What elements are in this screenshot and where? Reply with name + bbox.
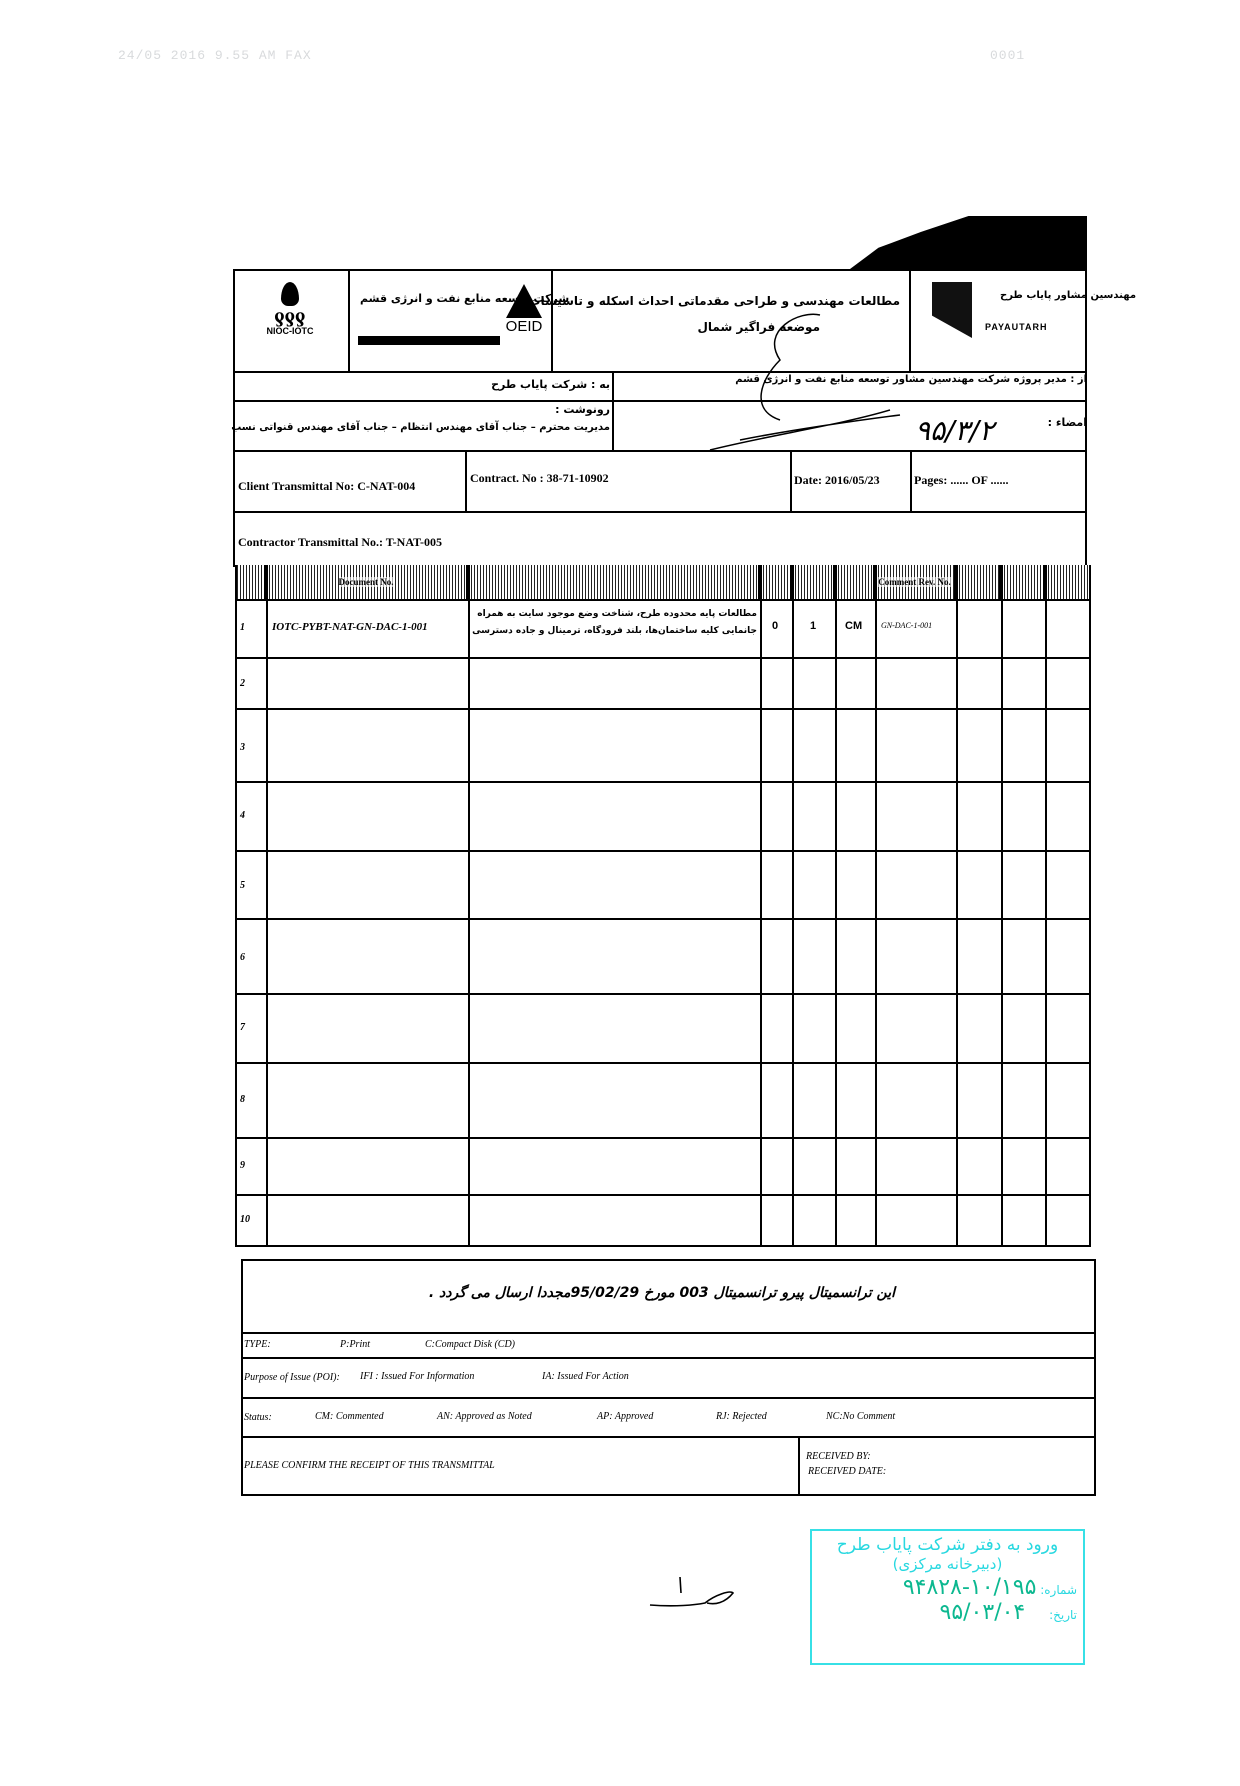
row-number: 7 [240, 1022, 245, 1033]
poi-label: Purpose of Issue (POI): [244, 1372, 340, 1383]
status-rj: RJ: Rejected [716, 1411, 767, 1422]
handwritten-initial [649, 1576, 735, 1607]
status-label: Status: [244, 1412, 272, 1423]
row-number: 1 [240, 622, 245, 633]
documents-table [235, 565, 1091, 1247]
col-header-rev [760, 565, 792, 599]
received-stamp: ورود به دفتر شرکت پایاب طرح (دبیرخانه مر… [810, 1529, 1085, 1665]
row-number: 6 [240, 952, 245, 963]
row-number: 10 [240, 1214, 250, 1225]
poi-ifi: IFI : Issued For Information [360, 1371, 475, 1382]
from-field: از : مدیر پروژه شرکت مهندسین مشاور توسعه… [735, 374, 1087, 385]
col-header-8 [956, 565, 1001, 599]
row-number: 3 [240, 742, 245, 753]
project-title-line2: موضعه فراگیر شمال [697, 320, 821, 334]
stamp-number-label: شماره: [1040, 1583, 1077, 1597]
signature-date: ۹۵/۳/۲ [915, 414, 995, 447]
project-title-line1: مطالعات مهندسی و طراحی مقدماتی احداث اسک… [528, 294, 900, 308]
to-field: به : شرکت پایاب طرح [491, 378, 610, 391]
col-header-comment-rev: Comment Rev. No. [875, 565, 956, 599]
client-transmittal-no: Client Transmittal No: C-NAT-004 [238, 479, 416, 493]
oeid-logo: OEID [503, 284, 545, 335]
copies: 1 [810, 620, 817, 632]
col-header-10 [1045, 565, 1089, 599]
status-ap: AP: Approved [597, 1411, 654, 1422]
revision: 0 [772, 620, 779, 632]
oeid-black-strip [358, 336, 500, 345]
contract-no: Contract. No : 38-71-10902 [470, 471, 609, 485]
payatarh-logo: PAYAUTARH [985, 322, 1048, 332]
document-number: IOTC-PYBT-NAT-GN-DAC-1-001 [272, 621, 428, 633]
status-nc: NC:No Comment [826, 1411, 896, 1422]
signature-label: امضاء : [1047, 416, 1087, 429]
row-number: 9 [240, 1160, 245, 1171]
nioc-logo: ƍƍƍ NIOC-IOTC [255, 282, 325, 336]
stamp-date: ۹۵/۰۳/۰۴ [939, 1600, 1026, 1625]
received-by: RECEIVED BY: [806, 1451, 871, 1462]
row-number: 8 [240, 1094, 245, 1105]
pages-count: Pages: ...... OF ...... [914, 473, 1009, 487]
col-header-status [835, 565, 875, 599]
row-number: 4 [240, 810, 245, 821]
type-print: P:Print [340, 1339, 370, 1350]
transmittal-date: Date: 2016/05/23 [794, 473, 880, 487]
fax-header-page: 0001 [990, 48, 1026, 63]
stamp-subtitle: (دبیرخانه مرکزی) [892, 1555, 1003, 1573]
footer-box [241, 1259, 1096, 1496]
col-header-document-no: Document No. [266, 565, 468, 599]
confirm-receipt: PLEASE CONFIRM THE RECEIPT OF THIS TRANS… [244, 1460, 495, 1471]
col-header-no [237, 565, 266, 599]
row-number: 2 [240, 678, 245, 689]
transmittal-note: این ترانسمیتال پیرو ترانسمیتال 003 مورخ … [428, 1285, 895, 1301]
cc-label: رونوشت : [555, 403, 610, 416]
cc-value: مدیریت محترم – جناب آقای مهندس انتظام – … [231, 422, 610, 433]
payatarh-logo-fa: مهندسین مشاور پایاب طرح [1000, 290, 1137, 301]
document-title: مطالعات پایه محدوده طرح، شناخت وضع موجود… [472, 609, 757, 636]
status-code: CM [845, 620, 863, 632]
type-cd: C:Compact Disk (CD) [425, 1339, 515, 1350]
col-header-9 [1001, 565, 1045, 599]
col-header-copies [792, 565, 835, 599]
comment-rev: GN-DAC-1-001 [881, 621, 933, 630]
stamp-title: ورود به دفتر شرکت پایاب طرح [836, 1535, 1059, 1555]
contractor-transmittal-no: Contractor Transmittal No.: T-NAT-005 [238, 535, 442, 549]
poi-ia: IA: Issued For Action [542, 1371, 629, 1382]
scan-black-bar [850, 216, 1087, 269]
type-label: TYPE: [244, 1339, 271, 1350]
stamp-number: ۱۰/۱۹۵-۹۴۸۲۸ [902, 1575, 1037, 1600]
stamp-date-label: تاریخ: [1049, 1608, 1077, 1622]
col-header-title [468, 565, 760, 599]
status-cm: CM: Commented [315, 1411, 384, 1422]
signature-scribble [709, 313, 901, 451]
fax-header-left: 24/05 2016 9.55 AM FAX [118, 48, 312, 63]
row-number: 5 [240, 880, 245, 891]
received-date: RECEIVED DATE: [808, 1466, 887, 1477]
status-an: AN: Approved as Noted [437, 1411, 532, 1422]
